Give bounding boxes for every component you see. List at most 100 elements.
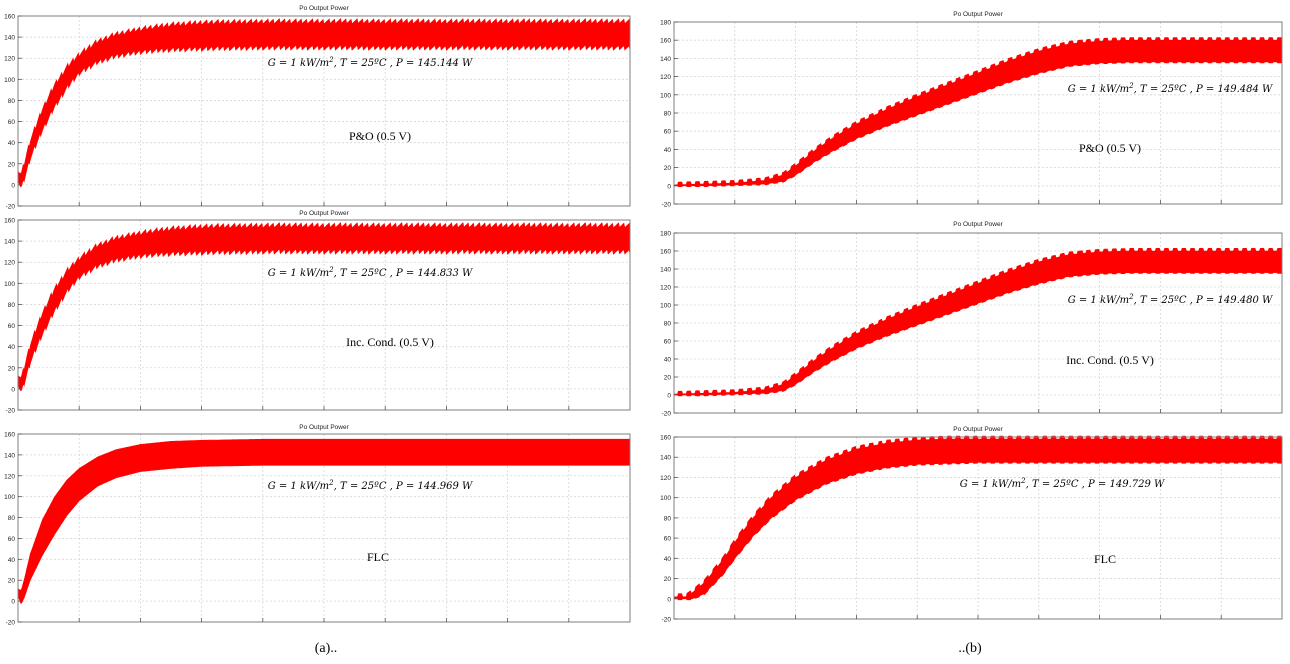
y-tick-label: 160	[660, 249, 671, 256]
annotation-temp-power: , T = 25ºC , P = 149.729 W	[1026, 479, 1165, 490]
panel-b-caption: ..(b)	[958, 641, 982, 656]
y-tick-label: 20	[664, 375, 672, 382]
y-tick-label: 140	[660, 56, 671, 63]
method-label: P&O (0.5 V)	[349, 129, 411, 143]
annotation-temp-power: , T = 25ºC , P = 144.833 W	[334, 268, 473, 279]
y-tick-label: 40	[664, 556, 672, 563]
method-label: FLC	[367, 550, 389, 564]
y-tick-label: 20	[8, 365, 16, 372]
y-tick-label: 160	[4, 218, 15, 225]
y-tick-label: 160	[660, 435, 671, 442]
y-tick-label: 60	[664, 339, 672, 346]
plot-background	[674, 437, 1282, 619]
y-tick-label: -20	[662, 411, 672, 418]
y-tick-label: 180	[660, 20, 671, 27]
y-tick-label: -20	[6, 620, 16, 627]
chart-5: -20 0 20 40 60 80 100 120 140 160 180 Po Output Pow…	[660, 221, 1283, 418]
y-tick-label: 160	[4, 14, 15, 21]
chart-6: -20 0 20 40 60 80 100 120 140 160 Po Output Power G…	[660, 426, 1283, 624]
y-tick-label: 80	[664, 515, 672, 522]
annotation-irradiance: G = 1 kW/m	[960, 479, 1021, 490]
y-tick-label: 40	[8, 557, 16, 564]
y-tick-label: -20	[6, 408, 16, 415]
y-tick-label: 20	[8, 578, 16, 585]
y-tick-label: 140	[660, 455, 671, 462]
y-tick-label: 120	[4, 473, 15, 480]
y-tick-label: 40	[8, 140, 16, 147]
y-tick-label: 120	[660, 475, 671, 482]
y-tick-label: 140	[4, 35, 15, 42]
annotation-temp-power: , T = 25ºC , P = 145.144 W	[334, 58, 473, 69]
y-tick-label: 160	[660, 38, 671, 45]
chart-3: -20 0 20 40 60 80 100 120 140 160 Po Output Power G…	[4, 424, 631, 627]
y-tick-label: 40	[8, 344, 16, 351]
annotation-irradiance: G = 1 kW/m	[268, 481, 329, 492]
chart-title: Po Output Power	[953, 426, 1003, 433]
method-label: FLC	[1094, 552, 1116, 566]
condition-annotation: G = 1 kW/m2, T = 25ºC , P = 149.484 W	[1068, 82, 1273, 95]
y-tick-label: -20	[6, 204, 16, 211]
y-tick-label: 20	[8, 161, 16, 168]
y-tick-label: 60	[8, 323, 16, 330]
annotation-superscript: 2	[1128, 293, 1134, 301]
condition-annotation: G = 1 kW/m2, T = 25ºC , P = 149.480 W	[1068, 293, 1273, 306]
y-tick-label: 40	[664, 147, 672, 154]
annotation-superscript: 2	[1128, 82, 1134, 90]
chart-title: Po Output Power	[953, 221, 1003, 228]
y-tick-label: 120	[660, 74, 671, 81]
y-tick-label: 140	[660, 267, 671, 274]
chart-title: Po Output Power	[299, 424, 349, 431]
y-tick-label: 80	[8, 302, 16, 309]
annotation-superscript: 2	[1020, 477, 1026, 485]
condition-annotation: G = 1 kW/m2, T = 25ºC , P = 144.969 W	[268, 479, 473, 492]
annotation-irradiance: G = 1 kW/m	[268, 58, 329, 69]
y-tick-label: 140	[4, 452, 15, 459]
y-tick-label: 100	[660, 92, 671, 99]
y-tick-label: 100	[4, 77, 15, 84]
method-label: P&O (0.5 V)	[1079, 141, 1141, 155]
y-tick-label: 0	[11, 386, 15, 393]
chart-2: -20 0 20 40 60 80 100 120 140 160 Po Output Power G…	[4, 210, 631, 415]
annotation-temp-power: , T = 25ºC , P = 149.484 W	[1134, 84, 1273, 95]
chart-title: Po Output Power	[299, 210, 349, 217]
condition-annotation: G = 1 kW/m2, T = 25ºC , P = 149.729 W	[960, 477, 1165, 490]
panel-a-caption: (a)..	[315, 641, 338, 656]
y-tick-label: 80	[664, 321, 672, 328]
chart-1: -20 0 20 40 60 80 100 120 140 160 Po Output Power G…	[4, 5, 631, 211]
method-label: Inc. Cond. (0.5 V)	[346, 335, 434, 349]
method-label: Inc. Cond. (0.5 V)	[1066, 353, 1154, 367]
y-tick-label: 60	[664, 129, 672, 136]
y-tick-label: 100	[4, 494, 15, 501]
y-tick-label: -20	[662, 617, 672, 624]
condition-annotation: G = 1 kW/m2, T = 25ºC , P = 144.833 W	[268, 266, 473, 279]
y-tick-label: 120	[4, 260, 15, 267]
y-tick-label: 40	[664, 357, 672, 364]
chart-4: -20 0 20 40 60 80 100 120 140 160 180 Po Output Pow…	[660, 11, 1283, 209]
condition-annotation: G = 1 kW/m2, T = 25ºC , P = 145.144 W	[268, 56, 473, 69]
annotation-irradiance: G = 1 kW/m	[1068, 84, 1129, 95]
annotation-temp-power: , T = 25ºC , P = 144.969 W	[334, 481, 473, 492]
annotation-superscript: 2	[328, 56, 334, 64]
y-tick-label: 80	[664, 111, 672, 118]
annotation-superscript: 2	[328, 479, 334, 487]
annotation-irradiance: G = 1 kW/m	[268, 268, 329, 279]
y-tick-label: 120	[4, 56, 15, 63]
y-tick-label: 160	[4, 432, 15, 439]
y-tick-label: 100	[660, 495, 671, 502]
y-tick-label: 20	[664, 165, 672, 172]
annotation-temp-power: , T = 25ºC , P = 149.480 W	[1134, 295, 1273, 306]
y-tick-label: 180	[660, 231, 671, 238]
y-tick-label: 0	[11, 599, 15, 606]
y-tick-label: 60	[8, 119, 16, 126]
y-tick-label: 60	[664, 536, 672, 543]
y-tick-label: 20	[664, 576, 672, 583]
y-tick-label: 0	[667, 393, 671, 400]
y-tick-label: 80	[8, 98, 16, 105]
y-tick-label: 80	[8, 515, 16, 522]
chart-title: Po Output Power	[953, 11, 1003, 18]
y-tick-label: 120	[660, 285, 671, 292]
annotation-irradiance: G = 1 kW/m	[1068, 295, 1129, 306]
y-tick-label: 0	[667, 183, 671, 190]
